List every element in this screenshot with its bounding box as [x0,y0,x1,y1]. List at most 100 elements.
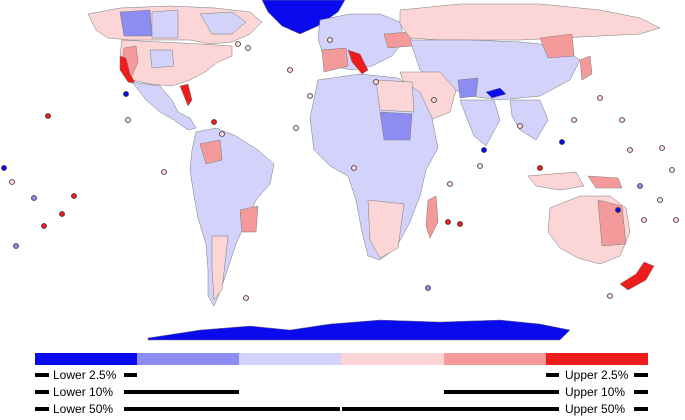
legend-range-bar-lower-50-end [124,407,340,411]
legend-range-bar-upper-10 [634,390,648,394]
island-marker [607,293,613,299]
island-marker [235,41,241,47]
legend-range-bar-lower-10-end [124,390,239,394]
island-marker [219,131,225,137]
island-marker [659,145,665,151]
island-marker [351,165,357,171]
legend-range-bar-upper-2-5 [634,373,648,377]
legend-range-bar-upper-50-start [342,407,559,411]
region-new-zealand [619,261,655,291]
region-florida [179,83,193,107]
world-choropleth-map [1,0,679,341]
island-marker [425,285,431,291]
island-marker [445,219,451,225]
island-marker [373,79,379,85]
island-marker [41,223,47,229]
legend-range-bar-lower-2-5 [35,373,49,377]
region-china-northeast [539,33,575,59]
region-russia [399,3,661,41]
island-marker [673,217,679,223]
legend-label-upper-2-5: Upper 2.5% [565,368,629,382]
region-brazil-south [239,205,259,233]
island-marker [71,193,77,199]
island-marker [59,211,65,217]
region-south-america [189,127,275,307]
island-marker [287,67,293,73]
legend-swatch-lower-10 [137,353,239,365]
region-antarctica [147,319,571,341]
legend-label-lower-50: Lower 50% [53,402,113,416]
island-marker [477,163,483,169]
island-marker [481,147,487,153]
legend: Lower 2.5% Upper 2.5% Lower 10% Upper 10… [35,353,648,416]
region-madagascar [425,195,439,239]
region-india [459,99,501,147]
island-marker [123,91,129,97]
island-marker [615,207,621,213]
island-marker [637,183,643,189]
region-libya-egypt [375,79,415,113]
region-canada-prairie [151,9,179,39]
region-indonesia [527,171,585,191]
island-marker [307,93,313,99]
legend-swatch-upper-50 [341,353,444,365]
legend-range-bar-upper-10-start [444,390,559,394]
region-mexico [131,81,197,131]
island-marker [641,217,647,223]
legend-swatch-upper-2-5 [546,353,648,365]
region-usa-central [149,49,175,69]
legend-label-lower-10: Lower 10% [53,385,113,399]
island-marker [517,123,523,129]
legend-range-bar-upper-2-5-start [546,373,559,377]
island-marker [627,147,633,153]
island-marker [571,117,577,123]
island-marker [1,165,7,171]
region-venezuela [199,139,223,165]
island-marker [447,181,453,187]
island-marker [9,179,15,185]
region-japan [579,55,593,81]
island-marker [431,97,437,103]
legend-range-bar-upper-50 [634,407,648,411]
region-italy [347,49,369,75]
legend-range-bar-lower-50 [35,407,49,411]
island-marker [243,295,249,301]
region-queensland [597,199,627,247]
island-marker [657,197,663,203]
island-marker [125,117,131,123]
region-canada-west [119,9,153,37]
island-marker [31,195,37,201]
region-canada-east [199,11,247,35]
region-greenland [261,0,346,35]
island-marker [537,165,543,171]
legend-range-bar-lower-10 [35,390,49,394]
island-marker [45,113,51,119]
island-marker [293,125,299,131]
region-france-spain [321,47,349,73]
island-marker [13,243,19,249]
legend-label-upper-50: Upper 50% [565,402,625,416]
island-marker [327,37,333,43]
island-marker [597,95,603,101]
legend-swatch-lower-50 [239,353,341,365]
island-marker [211,119,217,125]
legend-label-upper-10: Upper 10% [565,385,625,399]
island-marker [161,169,167,175]
region-new-guinea [587,175,623,189]
island-marker [669,167,675,173]
legend-swatch-lower-2-5 [35,353,137,365]
island-marker [619,117,625,123]
island-marker [559,139,565,145]
island-marker [457,221,463,227]
region-central-asia-blue [457,77,479,99]
region-southern-africa [367,199,405,259]
region-southeast-asia [509,99,549,141]
island-marker [245,45,251,51]
legend-range-bar-lower-2-5-end [124,373,137,377]
island-markers [1,37,679,301]
legend-label-lower-2-5: Lower 2.5% [53,368,117,382]
region-argentina [211,235,229,301]
region-china-lake [485,87,507,99]
region-sudan [379,111,413,141]
legend-swatch-upper-10 [444,353,546,365]
